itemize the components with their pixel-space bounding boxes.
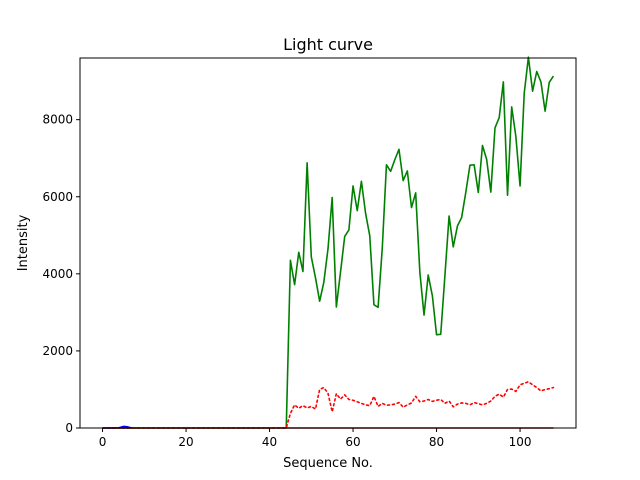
x-tick-label: 60 [345,435,360,449]
x-axis-label: Sequence No. [283,456,373,471]
y-tick-label: 8000 [42,113,73,127]
y-tick-label: 0 [65,421,73,435]
x-tick-label: 80 [429,435,444,449]
x-tick-label: 0 [99,435,107,449]
x-tick-label: 100 [509,435,532,449]
y-tick-label: 6000 [42,190,73,204]
y-tick-label: 4000 [42,267,73,281]
plot-frame [79,57,577,429]
x-axis-ticks: 0 20 40 60 80 100 [99,428,532,449]
y-axis-label: Intensity [16,214,31,271]
x-tick-label: 40 [262,435,277,449]
x-tick-label: 20 [178,435,193,449]
y-axis-ticks: 0 2000 4000 6000 8000 [42,113,80,435]
chart-title: Light curve [283,35,373,54]
y-tick-label: 2000 [42,344,73,358]
